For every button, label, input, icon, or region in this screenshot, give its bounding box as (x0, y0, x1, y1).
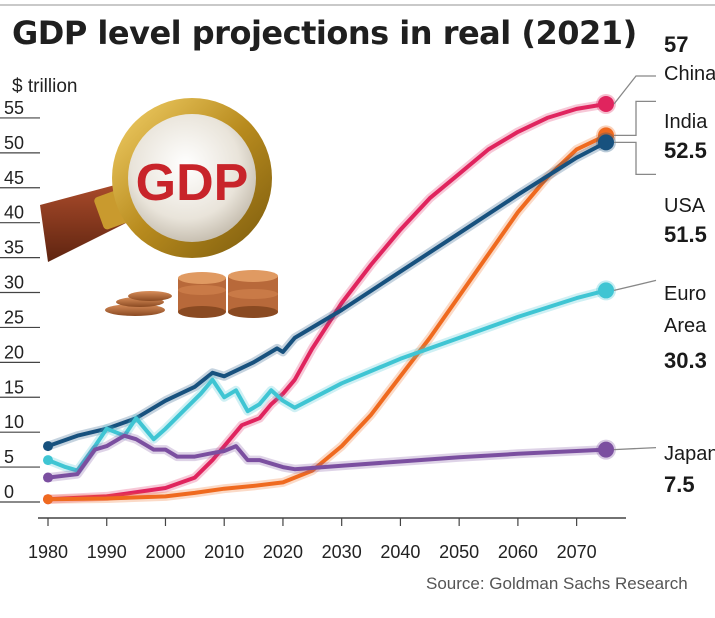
series-name-label-china: China (664, 63, 715, 85)
series-name-label-euro-area: Area (664, 315, 707, 337)
y-tick-label: 25 (4, 307, 24, 327)
end-labels-layer: 57 China India 52.5 USA 51.5 Euro Area 30.3 Japan… (613, 32, 715, 497)
series-line-china (46, 102, 608, 502)
y-tick-label: 0 (4, 482, 14, 502)
series-start-point-japan (43, 472, 53, 483)
series-end-point-china (598, 95, 614, 112)
y-tick-label: 15 (4, 377, 24, 397)
x-tick-label: 2030 (322, 542, 362, 562)
series-line-euro-area (46, 288, 608, 473)
top-rule (0, 4, 715, 6)
series-start-point-euro-area (43, 455, 53, 466)
x-tick-label: 2020 (263, 542, 303, 562)
series-end-point-euro-area (598, 282, 614, 299)
end-value-label-euro-area: 30.3 (664, 348, 707, 373)
y-tick-label: 30 (4, 273, 24, 293)
y-tick-label: 5 (4, 447, 14, 467)
end-value-label-india: 52.5 (664, 138, 707, 163)
series-end-point-japan (598, 441, 614, 458)
x-tick-label: 2010 (204, 542, 244, 562)
y-tick-label: 45 (4, 168, 24, 188)
magnifying-glass-gdp-illustration: GDP (40, 98, 278, 318)
series-start-point-usa (43, 441, 53, 452)
end-value-label-japan: 7.5 (664, 472, 695, 497)
series-end-point-usa (598, 134, 614, 151)
x-tick-label: 2000 (145, 542, 185, 562)
y-tick-label: 50 (4, 133, 24, 153)
series-name-label-japan: Japan (664, 443, 715, 465)
series-name-label-usa: USA (664, 195, 706, 217)
series-layer (43, 93, 616, 505)
y-tick-label: 35 (4, 238, 24, 258)
label-connector-india (614, 100, 656, 137)
label-connector-euro-area (613, 279, 657, 292)
source-note: Source: Goldman Sachs Research (426, 574, 688, 593)
series-line-india (46, 133, 608, 502)
gdp-lens-text: GDP (136, 154, 249, 212)
x-tick-label: 1980 (28, 542, 68, 562)
chart-title: GDP level projections in real (2021) (12, 14, 637, 52)
axes: 1980 1990 2000 2010 2020 2030 2040 2050 2060 2070… (0, 98, 626, 562)
y-tick-label: 55 (4, 98, 24, 118)
series-line-usa (46, 140, 608, 449)
y-tick-label: 10 (4, 412, 24, 432)
x-tick-label: 2040 (380, 542, 420, 562)
end-value-label-china: 57 (664, 32, 688, 57)
y-tick-label: 20 (4, 342, 24, 362)
x-tick-label: 2070 (557, 542, 597, 562)
series-line-japan (46, 433, 608, 480)
label-connector-china (613, 75, 656, 105)
series-name-label-india: India (664, 111, 708, 133)
x-tick-label: 1990 (87, 542, 127, 562)
y-unit-label: $ trillion (12, 76, 78, 97)
magnifier-lens (128, 114, 256, 242)
label-connector-usa (614, 141, 656, 176)
series-name-label-euro-area: Euro (664, 283, 706, 305)
label-connector-japan (613, 446, 657, 451)
series-start-point-india (43, 494, 53, 505)
end-value-label-usa: 51.5 (664, 222, 707, 247)
coin-stacks (105, 270, 278, 318)
y-tick-label: 40 (4, 203, 24, 223)
x-tick-label: 2050 (439, 542, 479, 562)
x-tick-label: 2060 (498, 542, 538, 562)
